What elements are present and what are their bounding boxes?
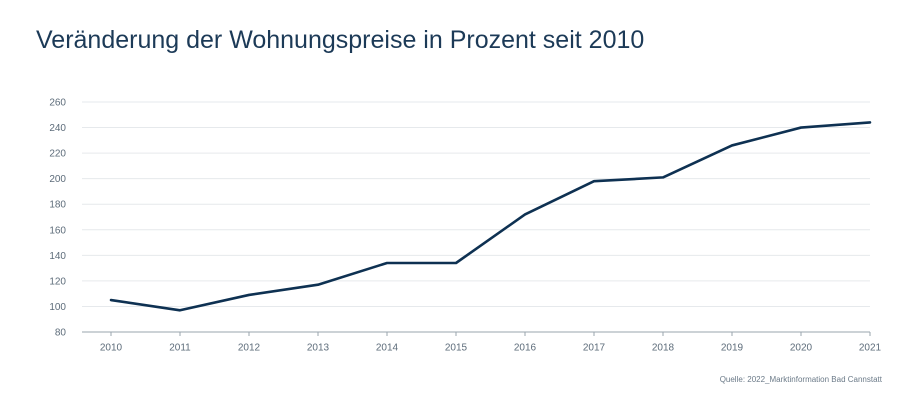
- y-tick-label: 200: [49, 174, 66, 185]
- x-tick-label: 2014: [376, 343, 399, 354]
- x-tick-label: 2012: [238, 343, 261, 354]
- x-axis-ticks: 2010 2011 2012 2013 2014 2015 2016 2017 2018 2019…: [100, 332, 882, 354]
- y-tick-label: 80: [55, 328, 67, 339]
- chart-title: Veränderung der Wohnungspreise in Prozen…: [36, 26, 645, 54]
- y-tick-label: 100: [49, 302, 66, 313]
- series-layer: [109, 121, 872, 312]
- y-axis-ticks: 80 100 120 140 160 180 200 220 240 260: [49, 98, 66, 339]
- y-tick-label: 180: [49, 200, 66, 211]
- y-tick-label: 260: [49, 98, 66, 109]
- y-tick-label: 240: [49, 123, 66, 134]
- source-note: Quelle: 2022_Marktinformation Bad Cannst…: [719, 375, 882, 384]
- x-tick-label: 2020: [790, 343, 813, 354]
- x-tick-label: 2015: [445, 343, 468, 354]
- y-tick-label: 120: [49, 276, 66, 287]
- y-tick-label: 220: [49, 149, 66, 160]
- series-line: [109, 121, 872, 312]
- x-tick-label: 2019: [721, 343, 744, 354]
- grid-lines: [82, 101, 870, 307]
- x-tick-label: 2017: [583, 343, 606, 354]
- x-tick-label: 2013: [307, 343, 330, 354]
- x-tick-label: 2018: [652, 343, 675, 354]
- x-tick-label: 2011: [169, 343, 191, 354]
- y-tick-label: 140: [49, 251, 66, 262]
- x-tick-label: 2016: [514, 343, 537, 354]
- x-tick-label: 2021: [859, 343, 882, 354]
- y-tick-label: 160: [49, 225, 66, 236]
- x-tick-label: 2010: [100, 343, 123, 354]
